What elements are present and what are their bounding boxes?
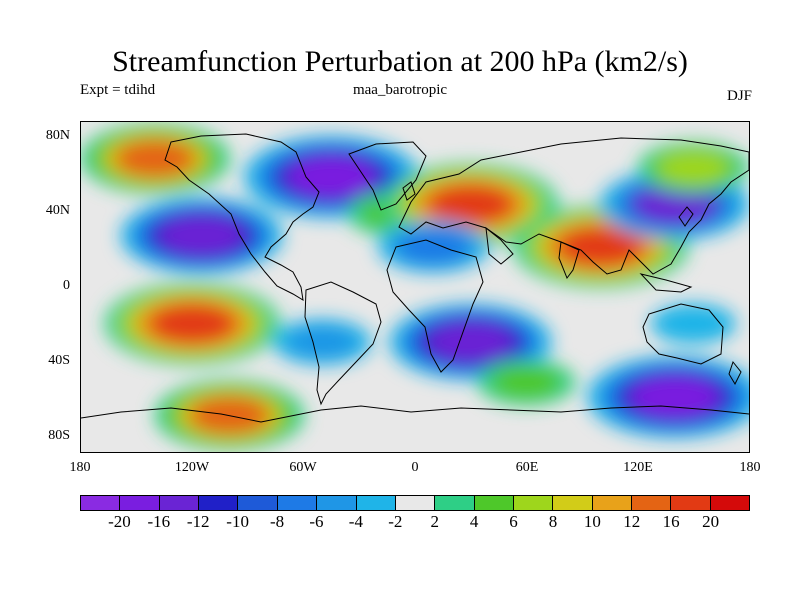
- anomaly-contour: [287, 325, 358, 359]
- colorbar-cell: [159, 496, 200, 510]
- colorbar-cell: [317, 496, 357, 510]
- colorbar-label: 10: [583, 512, 601, 531]
- x-tick-label: 180: [69, 460, 91, 475]
- colorbar-label: -2: [388, 512, 403, 531]
- colorbar-label: 16: [662, 512, 680, 531]
- anomaly-contour: [158, 215, 245, 256]
- plot-title: Streamfunction Perturbation at 200 hPa (…: [112, 45, 688, 78]
- anomaly-contour: [491, 366, 562, 399]
- x-tick-label: 60W: [289, 460, 317, 475]
- y-tick-label: 80S: [48, 428, 70, 443]
- anomaly-contour: [633, 185, 716, 224]
- colorbar-label: 20: [702, 512, 720, 531]
- colorbar-label: -16: [147, 512, 171, 531]
- colorbar-label: 4: [469, 512, 479, 531]
- coastlines: [81, 133, 749, 423]
- colorbar-label: -10: [226, 512, 249, 531]
- anomaly-contour: [426, 183, 516, 226]
- colorbar-cell: [710, 496, 750, 510]
- colorbar-cell: [435, 496, 475, 510]
- colorbar-label: -12: [186, 512, 210, 531]
- colorbar-label: -4: [348, 512, 363, 531]
- season-label: DJF: [726, 88, 752, 104]
- anomaly-contour: [656, 150, 730, 185]
- y-tick-label: 80N: [45, 128, 70, 143]
- anomaly-contour: [556, 225, 645, 268]
- colorbar-cell: [120, 496, 160, 510]
- colorbar-label: -20: [108, 512, 131, 531]
- x-tick-label: 120E: [623, 460, 653, 475]
- anomaly-contour: [660, 308, 727, 340]
- colorbar-cell: [238, 496, 278, 510]
- map-panel: [80, 121, 750, 453]
- anomaly-contour: [397, 229, 470, 264]
- colorbar-label: -8: [269, 512, 285, 531]
- colorbar-cell: [592, 496, 633, 510]
- colorbar-cell: [81, 496, 121, 510]
- colorbar-label: -6: [309, 512, 324, 531]
- x-tick-label: 120W: [174, 460, 210, 475]
- y-tick-label: 0: [63, 278, 70, 293]
- x-tick-label: 60E: [515, 460, 539, 475]
- colorbar: [80, 495, 750, 511]
- x-tick-label: 0: [411, 460, 419, 475]
- colorbar-cell: [632, 496, 672, 510]
- colorbar-cell: [553, 496, 593, 510]
- anomaly-contour: [147, 302, 237, 345]
- colorbar-cell: [277, 496, 318, 510]
- x-tick-label: 180: [739, 460, 761, 475]
- colorbar-label: 12: [623, 512, 641, 531]
- y-tick-label: 40N: [45, 203, 70, 218]
- anomaly-contour: [287, 156, 376, 198]
- colorbar-cell: [474, 496, 514, 510]
- y-tick-label: 40S: [48, 353, 70, 368]
- experiment-label: Expt = tdihd: [80, 82, 156, 98]
- anomaly-contour: [630, 376, 720, 418]
- colorbar-label: 8: [548, 512, 558, 531]
- streamfunction-map: [81, 122, 749, 452]
- colorbar-cell: [671, 496, 711, 510]
- colorbar-cell: [199, 496, 239, 510]
- colorbar-cell: [356, 496, 396, 510]
- anomaly-contour: [427, 322, 514, 362]
- model-label: maa_barotropic: [352, 82, 448, 98]
- anomaly-contour: [114, 139, 197, 178]
- colorbar-cell: [395, 496, 436, 510]
- colorbar-cell: [513, 496, 554, 510]
- colorbar-label: 6: [509, 512, 518, 531]
- colorbar-label: 2: [430, 512, 439, 531]
